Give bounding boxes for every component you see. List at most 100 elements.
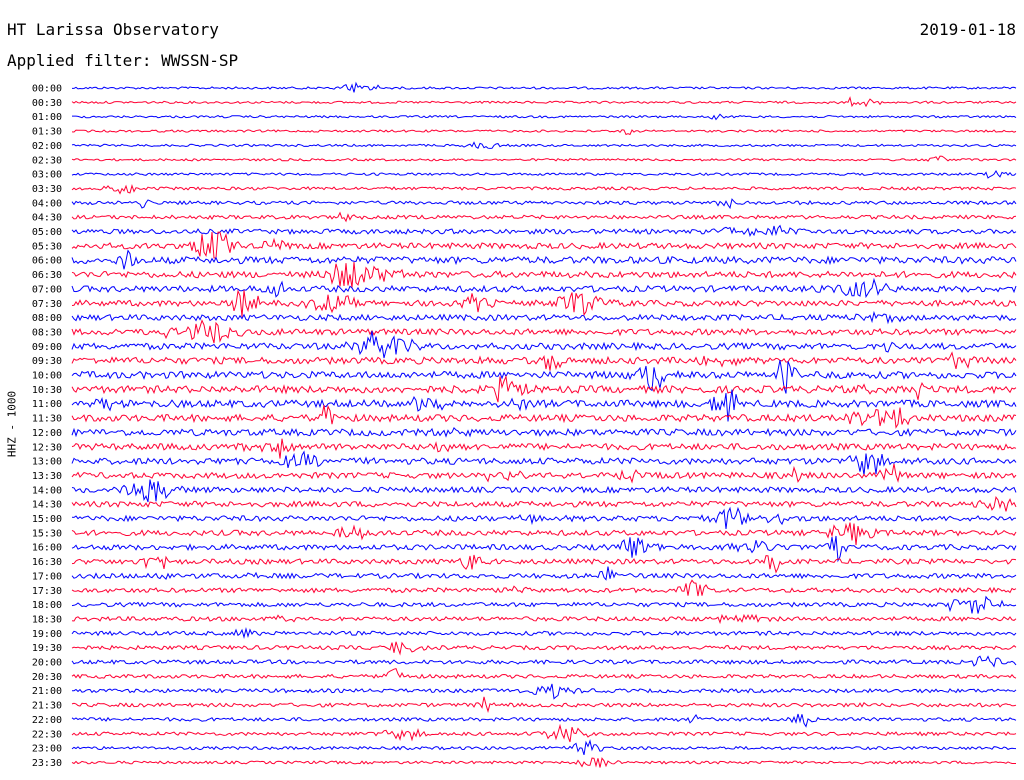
time-tick-label: 18:00 xyxy=(32,600,62,611)
seismic-trace xyxy=(71,655,1017,668)
seismic-trace xyxy=(71,310,1017,325)
seismic-trace xyxy=(71,696,1017,713)
seismic-trace xyxy=(71,330,1017,359)
time-tick-label: 08:00 xyxy=(32,313,62,324)
time-tick-label: 23:00 xyxy=(32,744,62,755)
seismic-trace xyxy=(71,438,1017,459)
time-tick-label: 20:30 xyxy=(32,672,62,683)
time-tick-label: 07:30 xyxy=(32,299,62,310)
seismic-trace xyxy=(71,566,1017,581)
seismic-trace xyxy=(71,427,1017,438)
seismic-trace xyxy=(71,170,1017,179)
seismic-trace xyxy=(71,739,1017,756)
seismic-trace xyxy=(71,141,1017,149)
time-tick-label: 07:00 xyxy=(32,284,62,295)
time-tick-label: 23:30 xyxy=(32,758,62,769)
time-tick-label: 01:00 xyxy=(32,112,62,123)
time-tick-label: 18:30 xyxy=(32,614,62,625)
seismic-trace xyxy=(71,450,1017,476)
seismic-trace xyxy=(72,81,1017,93)
time-tick-label: 00:30 xyxy=(32,98,62,109)
seismic-trace xyxy=(71,522,1017,546)
time-tick-label: 22:00 xyxy=(32,715,62,726)
station-title: HT Larissa Observatory xyxy=(7,20,219,39)
time-tick-label: 13:00 xyxy=(32,457,62,468)
seismic-trace xyxy=(71,129,1017,136)
seismic-trace xyxy=(71,667,1017,680)
time-tick-label: 04:00 xyxy=(32,198,62,209)
time-tick-label: 10:30 xyxy=(32,385,62,396)
seismic-trace xyxy=(71,723,1017,743)
time-tick-label: 10:00 xyxy=(32,371,62,382)
time-tick-label: 20:00 xyxy=(32,658,62,669)
seismic-trace xyxy=(71,627,1017,640)
seismic-trace xyxy=(71,579,1017,597)
time-label-group: 00:00 00:30 01:00 01:30 02:00 02:30 03:00 03:30… xyxy=(32,84,62,769)
time-tick-label: 15:00 xyxy=(32,514,62,525)
trace-group xyxy=(71,81,1017,768)
time-tick-label: 08:30 xyxy=(32,327,62,338)
time-tick-label: 17:30 xyxy=(32,586,62,597)
time-tick-label: 12:30 xyxy=(32,442,62,453)
time-tick-label: 05:30 xyxy=(32,241,62,252)
time-tick-label: 03:00 xyxy=(32,170,62,181)
seismic-trace xyxy=(71,535,1017,563)
time-tick-label: 14:00 xyxy=(32,485,62,496)
time-tick-label: 04:30 xyxy=(32,213,62,224)
time-tick-label: 19:30 xyxy=(32,643,62,654)
seismic-trace xyxy=(71,289,1017,317)
time-tick-label: 12:00 xyxy=(32,428,62,439)
time-tick-label: 06:30 xyxy=(32,270,62,281)
seismic-trace xyxy=(71,641,1017,656)
seismic-trace xyxy=(71,351,1017,371)
seismic-trace xyxy=(71,231,1017,259)
time-tick-label: 11:30 xyxy=(32,414,62,425)
time-tick-label: 21:30 xyxy=(32,701,62,712)
seismic-trace xyxy=(71,389,1017,422)
time-tick-label: 21:00 xyxy=(32,686,62,697)
seismic-trace xyxy=(72,113,1017,121)
time-tick-label: 13:30 xyxy=(32,471,62,482)
time-tick-label: 02:00 xyxy=(32,141,62,152)
seismic-trace xyxy=(71,757,1016,768)
time-tick-label: 09:00 xyxy=(32,342,62,353)
seismic-trace xyxy=(71,360,1017,394)
time-tick-label: 09:30 xyxy=(32,356,62,367)
seismic-trace xyxy=(71,613,1017,625)
seismic-trace xyxy=(71,319,1017,344)
seismic-trace xyxy=(71,463,1017,484)
filter-label: Applied filter: WWSSN-SP xyxy=(7,51,239,70)
time-tick-label: 19:00 xyxy=(32,629,62,640)
seismic-trace xyxy=(71,506,1017,529)
time-tick-label: 15:30 xyxy=(32,528,62,539)
seismic-trace xyxy=(71,495,1017,512)
seismic-trace xyxy=(71,249,1017,270)
seismic-trace xyxy=(71,374,1017,403)
time-tick-label: 02:30 xyxy=(32,155,62,166)
time-tick-label: 17:00 xyxy=(32,571,62,582)
time-tick-label: 14:30 xyxy=(32,500,62,511)
time-tick-label: 00:00 xyxy=(32,84,62,95)
time-tick-label: 03:30 xyxy=(32,184,62,195)
seismic-trace xyxy=(71,595,1017,614)
seismic-trace xyxy=(71,224,1017,238)
seismic-trace xyxy=(71,184,1017,195)
time-tick-label: 16:00 xyxy=(32,543,62,554)
time-tick-label: 16:30 xyxy=(32,557,62,568)
time-tick-label: 01:30 xyxy=(32,127,62,138)
seismic-trace xyxy=(71,198,1017,210)
seismic-trace xyxy=(71,479,1017,503)
seismic-trace xyxy=(71,211,1017,223)
date-label: 2019-01-18 xyxy=(919,20,1016,39)
time-tick-label: 06:00 xyxy=(32,256,62,267)
seismic-trace xyxy=(71,96,1017,108)
seismic-trace xyxy=(72,683,1017,700)
seismic-trace xyxy=(71,155,1017,162)
seismic-trace xyxy=(71,277,1017,299)
seismic-trace xyxy=(71,262,1017,288)
time-tick-label: 22:30 xyxy=(32,729,62,740)
time-tick-label: 11:00 xyxy=(32,399,62,410)
seismic-trace xyxy=(71,554,1017,574)
seismic-trace xyxy=(71,404,1017,429)
